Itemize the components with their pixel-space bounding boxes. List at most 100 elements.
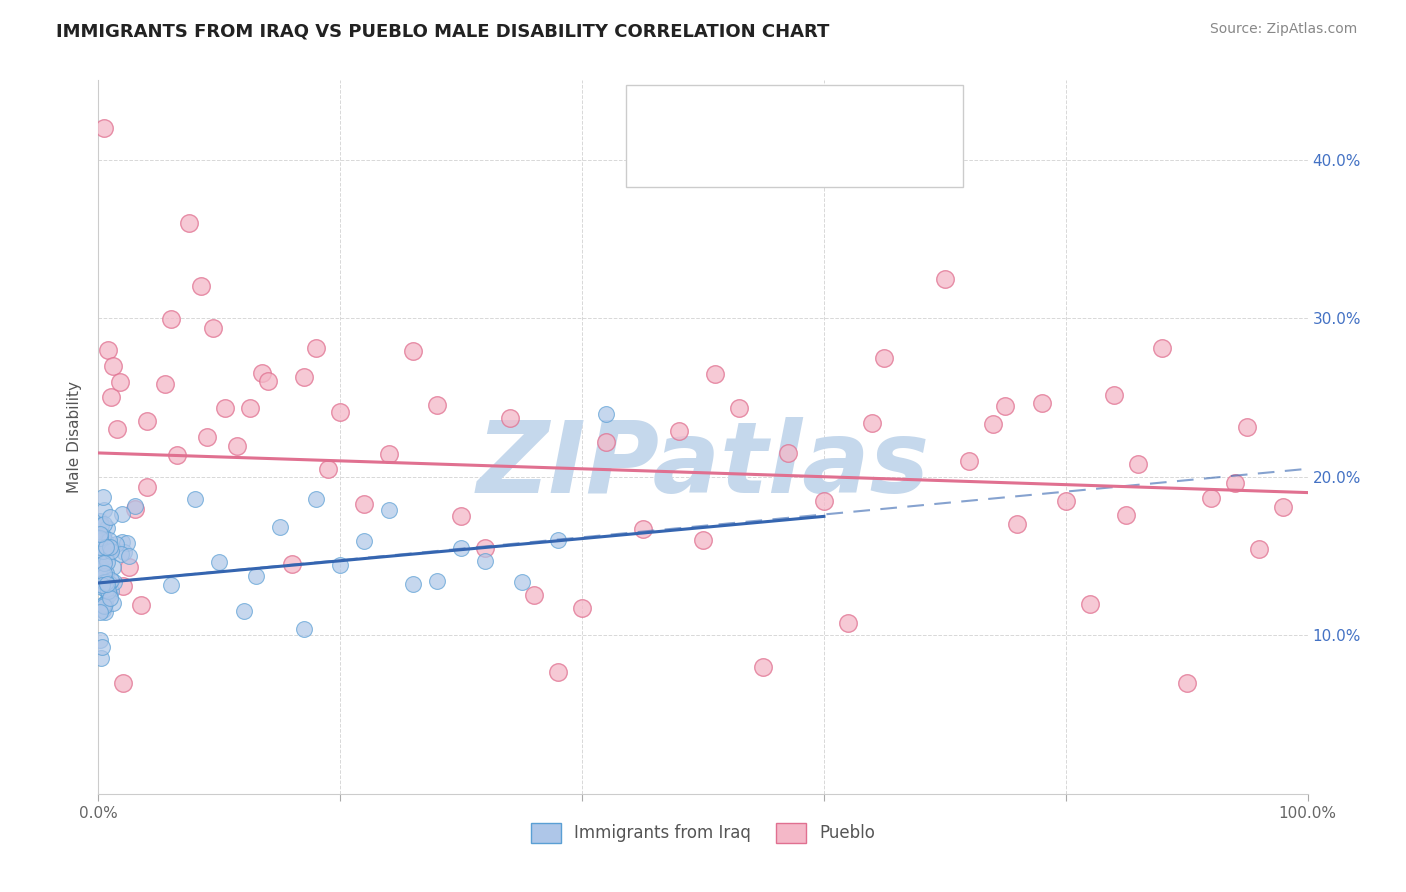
Point <box>111 507 134 521</box>
Point <box>90 533 112 548</box>
Point <box>160 578 183 592</box>
Point <box>91 640 114 655</box>
Point <box>89 632 111 647</box>
Point <box>166 448 188 462</box>
Point <box>89 605 111 619</box>
Point <box>1128 457 1150 471</box>
Point <box>93 503 115 517</box>
Point <box>93 516 115 531</box>
Point <box>100 573 122 587</box>
Point <box>135 414 157 428</box>
Point <box>571 601 593 615</box>
Point <box>117 549 139 564</box>
Point <box>305 491 328 506</box>
Point <box>245 568 267 582</box>
Text: Source: ZipAtlas.com: Source: ZipAtlas.com <box>1209 22 1357 37</box>
Point <box>547 533 569 548</box>
Point <box>153 376 176 391</box>
Point <box>981 417 1004 431</box>
Point <box>329 558 352 573</box>
Point <box>100 543 122 558</box>
Point <box>595 407 617 421</box>
Point <box>93 606 115 620</box>
Point <box>91 490 114 504</box>
Point <box>94 540 117 554</box>
Point <box>108 375 131 389</box>
Point <box>426 398 449 412</box>
Point <box>498 411 520 425</box>
Point <box>353 497 375 511</box>
Point <box>101 560 124 574</box>
Point <box>100 391 122 405</box>
Point <box>94 575 117 590</box>
Point <box>994 399 1017 413</box>
Point <box>450 508 472 523</box>
Point <box>316 461 339 475</box>
Point <box>523 588 546 602</box>
Point <box>934 272 956 286</box>
Point <box>813 494 835 508</box>
Point <box>190 279 212 293</box>
Point <box>728 401 751 415</box>
Point <box>89 548 111 562</box>
Point <box>184 492 207 507</box>
Point <box>474 541 496 556</box>
Point <box>377 447 399 461</box>
Point <box>256 375 278 389</box>
Point <box>91 529 114 543</box>
Point <box>160 311 183 326</box>
Point <box>111 578 134 592</box>
Point <box>353 534 375 549</box>
Point <box>1223 475 1246 490</box>
Point <box>692 533 714 547</box>
Point <box>1102 388 1125 402</box>
Point <box>101 596 124 610</box>
Point <box>1152 341 1174 355</box>
Point <box>292 622 315 636</box>
Point <box>595 435 617 450</box>
Point <box>704 367 727 381</box>
Point <box>124 502 146 516</box>
Point <box>93 571 115 585</box>
Point <box>1031 396 1053 410</box>
Point <box>111 676 134 690</box>
Legend: Immigrants from Iraq, Pueblo: Immigrants from Iraq, Pueblo <box>524 816 882 850</box>
Point <box>118 560 141 574</box>
Point <box>239 401 262 415</box>
Point <box>105 537 128 551</box>
Point <box>292 369 315 384</box>
Point <box>93 556 115 570</box>
Point <box>124 499 146 513</box>
Point <box>89 561 111 575</box>
Point <box>91 603 114 617</box>
Point <box>232 604 254 618</box>
Text: IMMIGRANTS FROM IRAQ VS PUEBLO MALE DISABILITY CORRELATION CHART: IMMIGRANTS FROM IRAQ VS PUEBLO MALE DISA… <box>56 22 830 40</box>
Point <box>98 587 121 601</box>
Point <box>94 535 117 549</box>
Point <box>98 591 121 606</box>
Point <box>93 574 115 589</box>
Point <box>226 439 249 453</box>
Point <box>112 544 135 558</box>
Point <box>377 503 399 517</box>
Point <box>1249 542 1271 557</box>
Point <box>837 615 859 630</box>
Point <box>94 566 117 580</box>
Point <box>89 514 111 528</box>
Point <box>100 540 122 554</box>
Point <box>269 520 291 534</box>
Point <box>873 351 896 365</box>
Text: R = -0.075   N = 71: R = -0.075 N = 71 <box>682 143 889 161</box>
Point <box>97 533 120 547</box>
Y-axis label: Male Disability: Male Disability <box>67 381 83 493</box>
Point <box>510 574 533 589</box>
Point <box>90 580 112 594</box>
Point <box>179 216 201 230</box>
Point <box>96 576 118 591</box>
Point <box>117 536 139 550</box>
Point <box>98 576 121 591</box>
Point <box>94 582 117 597</box>
Point <box>1007 516 1029 531</box>
Point <box>776 446 799 460</box>
Point <box>93 120 115 135</box>
